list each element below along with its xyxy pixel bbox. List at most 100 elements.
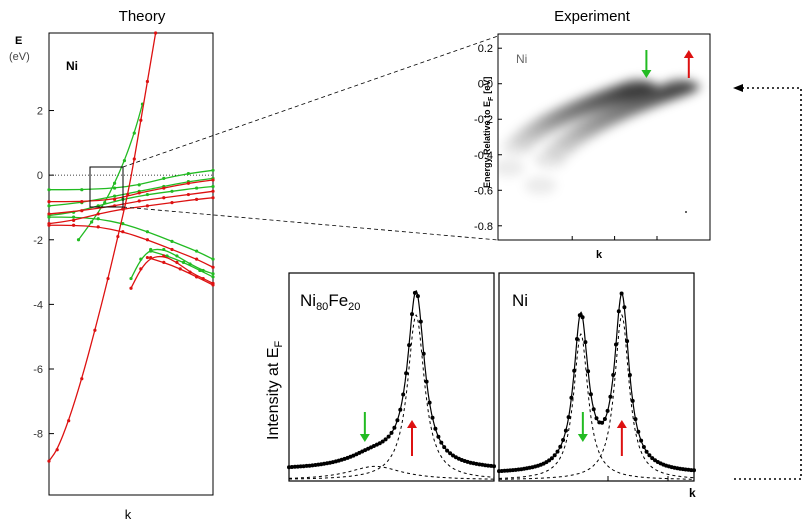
mdc-nife-data-point bbox=[304, 463, 309, 468]
theory-band-point bbox=[80, 209, 84, 213]
theory-band-point bbox=[80, 188, 84, 192]
theory-band-point bbox=[162, 260, 166, 264]
mdc-nife-data-point bbox=[322, 461, 327, 466]
map-ytick-label-1: 0.0 bbox=[478, 79, 493, 91]
theory-band-point bbox=[93, 328, 97, 332]
experiment-map-panel: Ni 0.2 0.0 -0.2 -0.4 -0.6 -0.8 Energy Relativ… bbox=[474, 33, 711, 261]
mdc-nife-arrow-minority bbox=[359, 412, 370, 442]
mdc-nife-data-point bbox=[386, 434, 391, 439]
theory-band-point bbox=[122, 159, 127, 163]
mdc-ni-arrow-majority-head bbox=[616, 420, 627, 428]
mdc-nife-fe-sub: 20 bbox=[348, 301, 360, 313]
mdc-ni-data-point bbox=[619, 291, 624, 296]
mdc-nife-curves bbox=[287, 289, 496, 480]
theory-band-point bbox=[72, 215, 76, 219]
map-ytick-label-0: 0.2 bbox=[478, 43, 493, 55]
mdc-nife-data-point bbox=[407, 343, 412, 348]
theory-band-point bbox=[137, 199, 141, 203]
mdc-ni-data-point bbox=[636, 429, 641, 434]
theory-band-min-lower-2 bbox=[150, 250, 214, 278]
theory-ytick-label-5: -8 bbox=[33, 429, 43, 441]
theory-band-point bbox=[162, 254, 166, 258]
mdc-nife-data-point bbox=[427, 400, 432, 405]
mdc-ni-data-point bbox=[633, 417, 638, 422]
mdc-ni-data-point bbox=[630, 398, 635, 403]
theory-band-min-down-1 bbox=[49, 216, 214, 260]
mdc-nife-data-point bbox=[292, 464, 297, 469]
mdc-ni-data-point bbox=[622, 305, 627, 310]
mdc-ni-data-point bbox=[586, 369, 591, 374]
theory-band-point bbox=[145, 255, 149, 260]
experiment-map-intensity bbox=[498, 78, 701, 195]
theory-band-point bbox=[211, 275, 215, 279]
map-arrow-majority-head bbox=[683, 50, 694, 58]
feedback-arrow bbox=[733, 84, 802, 480]
theory-ylabel: E bbox=[15, 35, 22, 47]
theory-band-point bbox=[211, 184, 215, 189]
theory-band-point bbox=[162, 196, 166, 200]
mdc-nife-data-point bbox=[301, 464, 306, 469]
mdc-nife-arrow-majority bbox=[407, 420, 417, 456]
theory-yunit: (eV) bbox=[9, 51, 30, 63]
mdc-ni-data-point bbox=[572, 368, 577, 373]
mdc-nife-arrows bbox=[359, 412, 417, 456]
mdc-nife-data-point bbox=[451, 453, 455, 458]
mdc-nife-data-point bbox=[430, 415, 435, 420]
mdc-nife-ni-sub: 80 bbox=[316, 301, 328, 313]
mdc-nife-data-point bbox=[489, 463, 494, 468]
theory-band-point bbox=[96, 212, 100, 216]
mdc-nife-data-point bbox=[377, 441, 382, 446]
theory-ytick-label-2: -2 bbox=[33, 235, 43, 247]
theory-band-point bbox=[178, 267, 182, 271]
mdc-nife-data-point bbox=[415, 294, 420, 299]
theory-band-point bbox=[139, 267, 143, 271]
theory-band-point bbox=[195, 257, 199, 261]
theory-band-point bbox=[116, 234, 120, 239]
experiment-title: Experiment bbox=[554, 8, 631, 25]
mdc-nife-data-point bbox=[421, 351, 426, 356]
map-ytick-label-4: -0.6 bbox=[474, 185, 493, 197]
map-intensity-majority-band bbox=[524, 176, 557, 195]
theory-band-point bbox=[175, 254, 179, 258]
theory-band-point bbox=[72, 218, 76, 222]
mdc-nife-data-point bbox=[445, 448, 450, 453]
theory-band-point bbox=[211, 178, 215, 182]
mdc-ni-data-point bbox=[552, 453, 557, 458]
mdc-ni-data-point bbox=[616, 309, 621, 314]
theory-band-point bbox=[186, 181, 190, 185]
map-intensity-top-majority-band bbox=[676, 81, 701, 92]
map-arrow-minority bbox=[641, 50, 652, 78]
feedback-arrow-head bbox=[733, 84, 743, 92]
theory-band-point bbox=[113, 181, 117, 185]
theory-band-point bbox=[145, 230, 149, 234]
theory-band-point bbox=[80, 377, 84, 381]
mdc-nife-data-point bbox=[383, 437, 388, 442]
mdc-ni-data-point bbox=[566, 415, 571, 420]
theory-band-maj-parabola bbox=[48, 32, 157, 462]
theory-band-point bbox=[113, 186, 117, 190]
theory-band-maj-flat-2 bbox=[48, 190, 214, 215]
mdc-ni-arrow-minority-head bbox=[577, 434, 588, 442]
map-ytick-label-3: -0.4 bbox=[474, 150, 493, 162]
mdc-ni-data-point bbox=[644, 449, 649, 454]
theory-band-point bbox=[211, 283, 215, 287]
theory-band-maj-lower-2 bbox=[147, 256, 214, 286]
mdc-ni-data-point bbox=[561, 438, 566, 442]
mdc-ni-data-point bbox=[575, 337, 579, 341]
theory-band-point bbox=[106, 276, 110, 281]
mdc-ni-xlabel: k bbox=[689, 486, 696, 500]
mdc-nife-data-point bbox=[307, 463, 312, 468]
mdc-nife-data-point bbox=[492, 464, 496, 469]
theory-band-point bbox=[145, 192, 149, 197]
theory-band-point bbox=[47, 200, 51, 204]
theory-ytick-label-0: 2 bbox=[37, 106, 43, 118]
map-ytick-label-2: -0.2 bbox=[474, 114, 493, 126]
mdc-ni-panel: Ni k bbox=[497, 272, 696, 500]
mdc-ylabel: Intensity at EF bbox=[265, 341, 285, 441]
theory-band-point bbox=[186, 192, 190, 197]
experiment-map-ylabel: Energy Relative to EF [eV] bbox=[482, 77, 495, 188]
mdc-nife-data-point bbox=[392, 425, 397, 430]
mdc-ni-data-point bbox=[650, 456, 655, 461]
mdc-nife-ni: Ni bbox=[300, 291, 316, 310]
theory-band-point bbox=[80, 200, 84, 204]
